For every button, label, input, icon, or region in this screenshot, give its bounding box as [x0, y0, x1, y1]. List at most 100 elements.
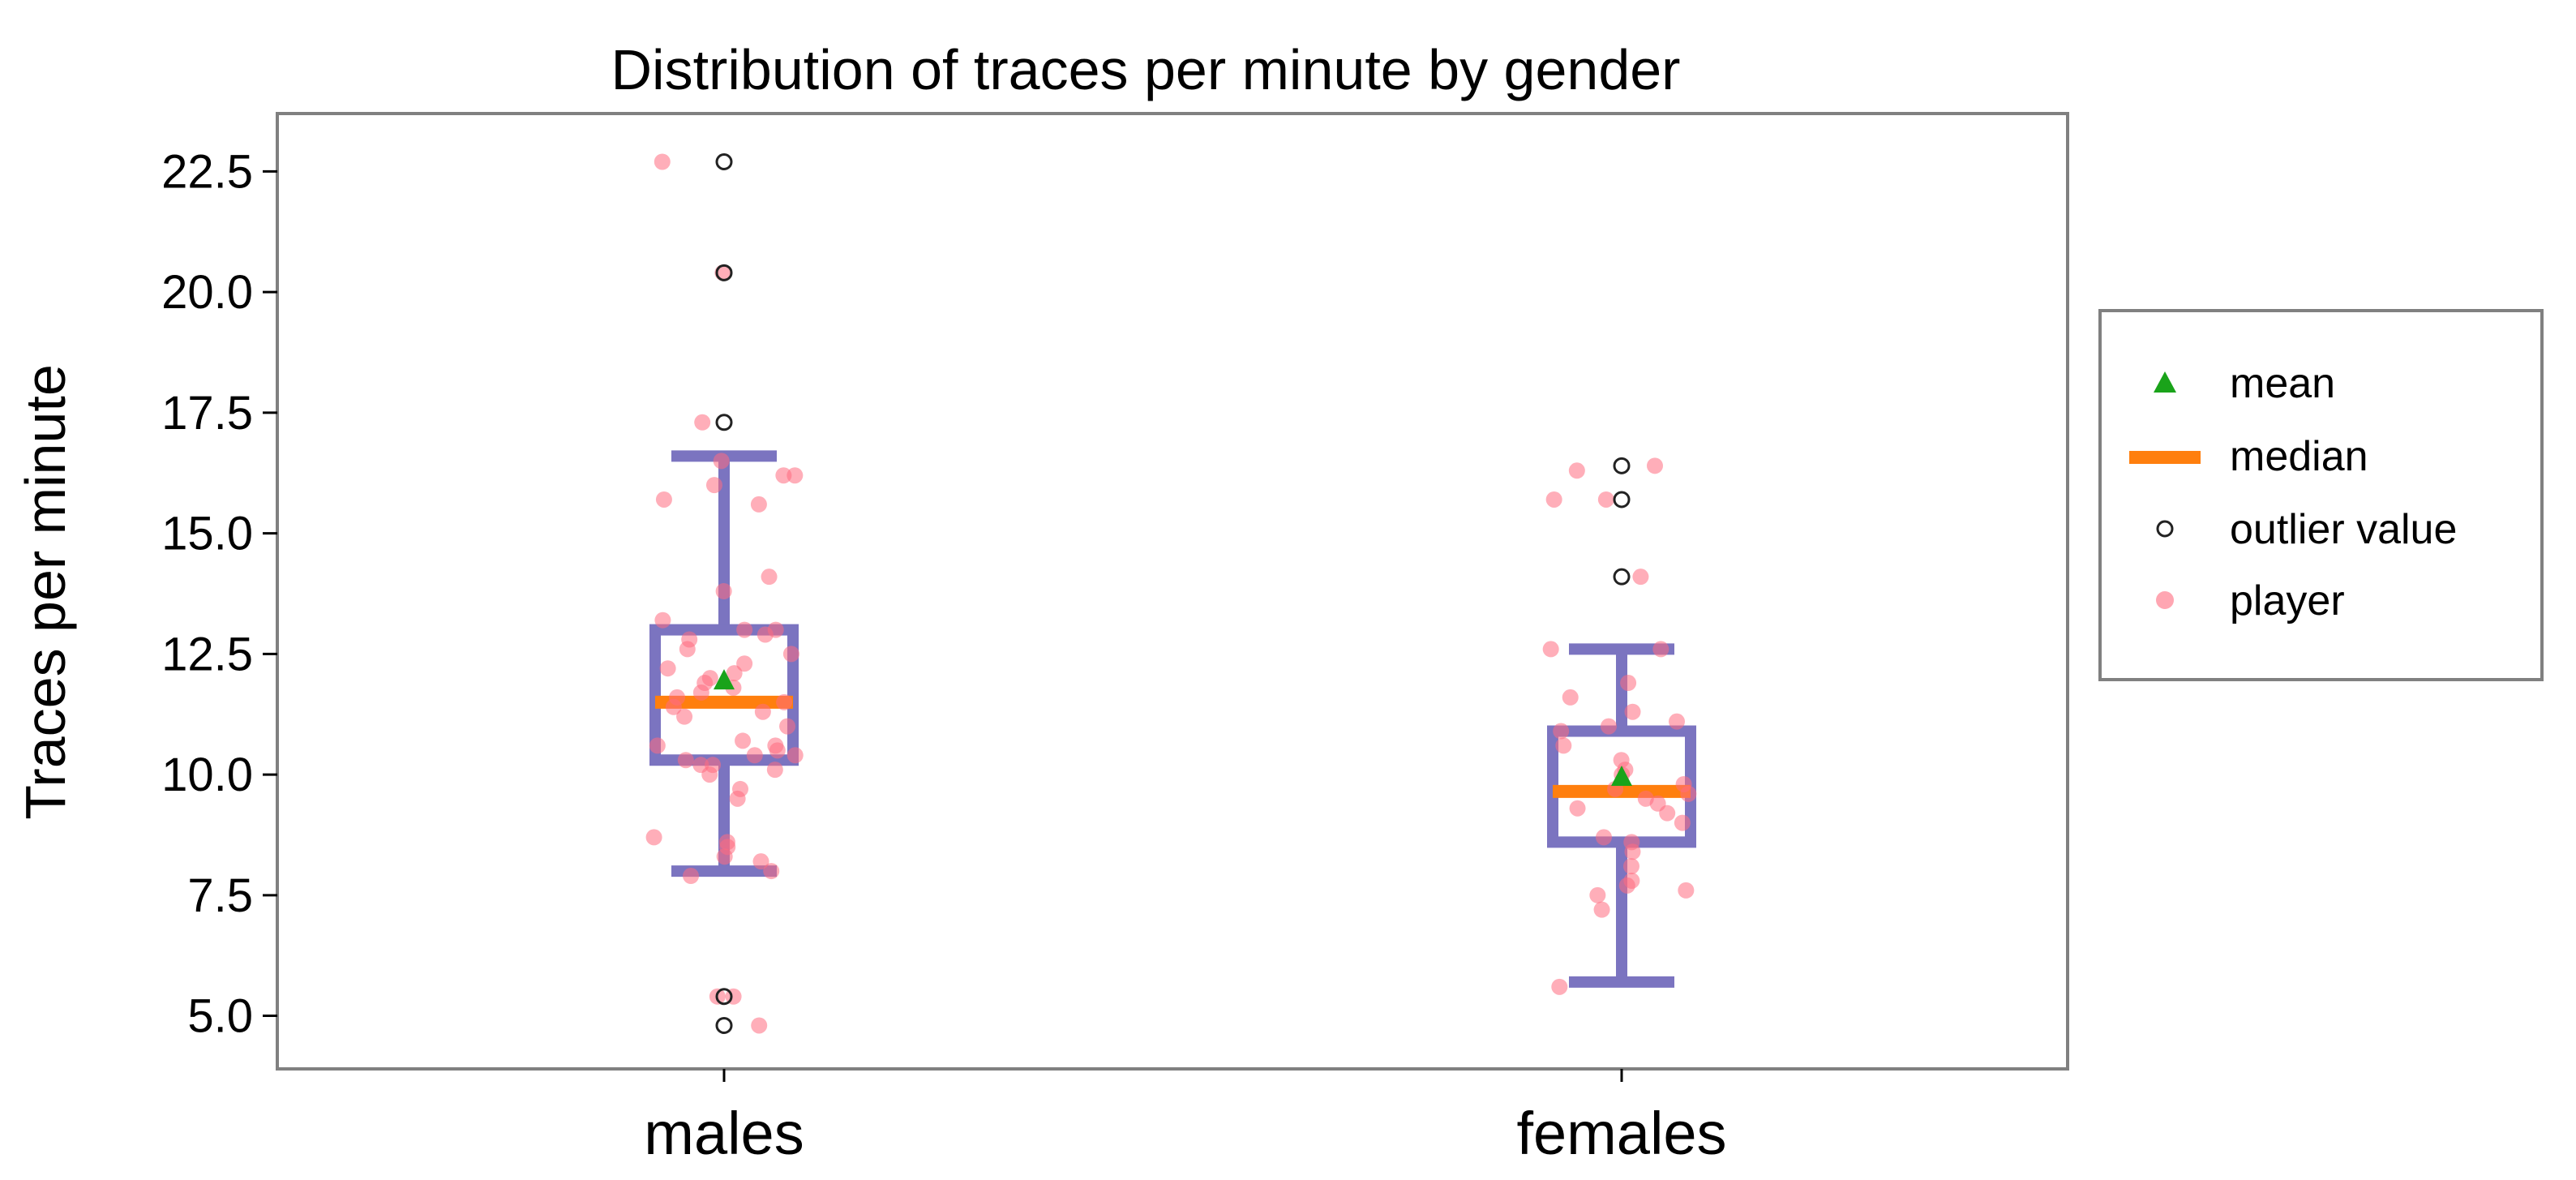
- player-point: [752, 853, 769, 870]
- outliers-layer: [715, 152, 1631, 1034]
- y-tick-label: 12.5: [161, 628, 253, 680]
- x-axis-ticks: males females: [644, 1069, 1727, 1167]
- outlier-point: [1613, 491, 1631, 508]
- player-point: [1595, 829, 1612, 846]
- outlier-point: [1613, 457, 1631, 474]
- outlier-point: [715, 152, 733, 170]
- player-point: [1646, 457, 1663, 474]
- player-point: [1593, 901, 1610, 918]
- outlier-point: [715, 988, 733, 1006]
- player-point: [782, 646, 799, 663]
- player-point: [779, 718, 796, 735]
- player-point: [713, 453, 730, 470]
- player-point: [736, 655, 753, 672]
- legend-frame: [2098, 309, 2544, 681]
- player-point: [732, 780, 749, 797]
- player-point: [767, 737, 784, 754]
- plot-frame: [276, 112, 2069, 1071]
- y-tick-label: 10.0: [161, 749, 253, 801]
- player-point: [776, 693, 793, 710]
- player-point: [787, 747, 804, 764]
- legend-mean-marker: [2154, 371, 2176, 393]
- x-category-label: females: [1516, 1100, 1726, 1167]
- player-point: [677, 752, 694, 769]
- player-point: [1620, 675, 1637, 692]
- boxes-layer: [649, 450, 1696, 988]
- y-tick-label: 7.5: [187, 869, 253, 922]
- players-layer: [645, 153, 1697, 1034]
- player-point: [735, 732, 752, 749]
- player-point: [1542, 641, 1559, 658]
- mean-marker: [714, 669, 735, 690]
- player-point: [766, 762, 783, 779]
- player-point: [1668, 713, 1685, 730]
- player-point: [1674, 814, 1691, 831]
- player-point: [694, 414, 711, 431]
- player-point: [655, 491, 672, 508]
- means-layer: [714, 669, 1632, 787]
- y-tick-label: 5.0: [187, 990, 253, 1043]
- player-point: [1652, 641, 1669, 658]
- player-point: [1678, 882, 1695, 899]
- player-point: [1624, 703, 1641, 720]
- legend-mean-label: mean: [2230, 360, 2335, 407]
- y-axis-ticks: 5.0 7.5 10.0 12.5 15.0 17.5 20.0 22.5: [161, 145, 277, 1043]
- player-point: [654, 153, 671, 170]
- player-point: [763, 863, 780, 880]
- player-point: [1568, 462, 1585, 479]
- chart-title: Distribution of traces per minute by gen…: [611, 38, 1681, 101]
- player-point: [718, 834, 735, 851]
- player-point: [1600, 718, 1617, 735]
- outlier-point: [715, 414, 733, 431]
- player-point: [705, 477, 722, 494]
- player-point: [1675, 775, 1692, 792]
- player-point: [705, 757, 722, 774]
- legend-median-label: median: [2230, 433, 2368, 480]
- player-point: [715, 583, 732, 599]
- outlier-point: [715, 264, 733, 281]
- y-tick-label: 20.0: [161, 266, 253, 319]
- player-point: [1589, 886, 1606, 903]
- player-point: [746, 747, 763, 764]
- player-point: [751, 1017, 768, 1034]
- player-point: [754, 703, 771, 720]
- player-point: [701, 670, 718, 687]
- player-point: [1551, 978, 1568, 995]
- player-point: [1622, 858, 1639, 875]
- player-point: [683, 868, 700, 885]
- player-point: [775, 467, 792, 484]
- outlier-point: [715, 1016, 733, 1034]
- mean-marker: [1611, 766, 1632, 787]
- player-point: [676, 708, 693, 725]
- player-point: [1555, 737, 1572, 754]
- player-point: [681, 631, 698, 648]
- legend-player-label: player: [2230, 577, 2345, 624]
- legend-outlier-marker: [2156, 520, 2174, 538]
- y-tick-label: 22.5: [161, 145, 253, 198]
- legend-player-marker: [2156, 591, 2174, 609]
- player-point: [1545, 491, 1562, 508]
- player-point: [692, 757, 709, 774]
- iqr-box: [649, 624, 799, 766]
- legend: mean median outlier value player: [2098, 309, 2544, 681]
- player-point: [649, 737, 666, 754]
- player-point: [1553, 723, 1570, 740]
- player-point: [1569, 800, 1586, 817]
- legend-median-swatch: [2129, 451, 2201, 464]
- player-point: [750, 496, 767, 513]
- player-point: [1623, 872, 1640, 889]
- player-point: [1632, 569, 1649, 586]
- y-tick-label: 17.5: [161, 387, 253, 440]
- player-point: [654, 611, 671, 629]
- player-point: [1637, 790, 1654, 807]
- player-point: [787, 467, 804, 484]
- outlier-point: [1613, 568, 1631, 586]
- player-point: [736, 621, 753, 638]
- player-point: [726, 665, 743, 682]
- y-axis-label: Traces per minute: [14, 364, 77, 820]
- player-point: [1613, 752, 1630, 769]
- player-point: [767, 621, 784, 638]
- player-point: [1597, 491, 1614, 508]
- player-point: [761, 569, 778, 586]
